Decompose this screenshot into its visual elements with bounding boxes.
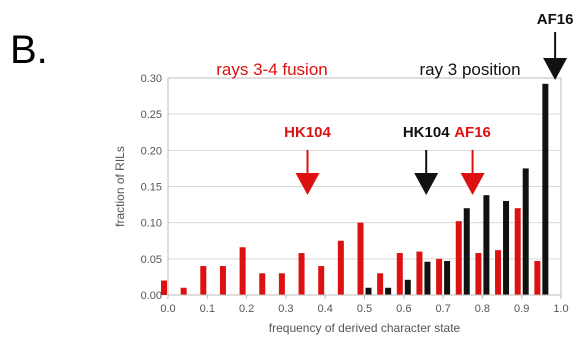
bar-rays-3-4-fusion <box>436 258 443 295</box>
bar-ray-3-position <box>503 200 510 295</box>
y-tick-label: 0.00 <box>141 290 162 302</box>
annotation-arrow-head <box>543 58 568 80</box>
x-tick-label: 0.6 <box>396 303 411 315</box>
annotation-arrow-head <box>295 173 320 195</box>
bar-ray-3-position <box>444 261 451 295</box>
panel-letter: B. <box>10 28 48 72</box>
bar-ray-3-position <box>404 279 411 295</box>
bar-rays-3-4-fusion <box>219 266 226 295</box>
annotation-label: AF16 <box>537 11 574 28</box>
y-tick-label: 0.20 <box>141 145 162 157</box>
bar-rays-3-4-fusion <box>259 273 266 295</box>
y-tick-labels: 0.00 0.05 0.10 0.15 0.20 0.25 0.30 <box>141 73 162 302</box>
bar-rays-3-4-fusion <box>180 287 187 295</box>
x-tick-label: 0.9 <box>514 303 529 315</box>
bar-rays-3-4-fusion <box>200 266 207 295</box>
annotation-label: HK104 <box>403 124 450 141</box>
bar-rays-3-4-fusion <box>514 208 521 295</box>
bar-rays-3-4-fusion <box>161 280 167 295</box>
bar-rays-3-4-fusion <box>534 261 541 295</box>
bar-ray-3-position <box>522 168 529 295</box>
x-axis-title: frequency of derived character state <box>269 321 461 335</box>
x-tick-label: 0.0 <box>160 303 175 315</box>
x-tick-label: 0.7 <box>435 303 450 315</box>
bar-rays-3-4-fusion <box>298 253 305 295</box>
x-tick-label: 0.4 <box>318 303 333 315</box>
y-tick-label: 0.15 <box>141 182 162 194</box>
y-axis-title: fraction of RILs <box>113 146 127 227</box>
grid-layer <box>168 77 561 296</box>
bar-ray-3-position <box>424 261 431 295</box>
bar-ray-3-position <box>365 287 372 295</box>
bar-rays-3-4-fusion <box>318 266 325 295</box>
bar-rays-3-4-fusion <box>455 221 462 295</box>
x-tick-label: 0.3 <box>278 303 293 315</box>
y-tick-label: 0.05 <box>141 254 162 266</box>
y-tick-label: 0.25 <box>141 109 162 121</box>
bars-layer <box>161 83 549 295</box>
bar-ray-3-position <box>542 83 549 295</box>
x-tick-label: 0.8 <box>475 303 490 315</box>
bar-ray-3-position <box>483 195 490 295</box>
x-tick-label: 0.2 <box>239 303 254 315</box>
x-tick-labels: 0.0 0.1 0.2 0.3 0.4 0.5 0.6 0.7 0.8 0.9 1.0 <box>160 295 569 315</box>
legend-rays-3-4-fusion: rays 3-4 fusion <box>216 60 328 79</box>
y-tick-label: 0.10 <box>141 218 162 230</box>
x-tick-label: 0.1 <box>200 303 215 315</box>
bar-rays-3-4-fusion <box>337 240 344 295</box>
bar-rays-3-4-fusion <box>239 247 246 295</box>
y-tick-label: 0.30 <box>141 73 162 85</box>
annotation-label: AF16 <box>454 124 491 141</box>
bar-rays-3-4-fusion <box>278 273 285 295</box>
legend-ray-3-position: ray 3 position <box>419 60 520 79</box>
annotation-arrow-head <box>460 173 485 195</box>
bar-rays-3-4-fusion <box>396 253 403 295</box>
bar-rays-3-4-fusion <box>416 251 423 295</box>
bar-rays-3-4-fusion <box>475 253 482 295</box>
annotation-arrow-head <box>414 173 439 195</box>
x-tick-label: 0.5 <box>357 303 372 315</box>
bar-rays-3-4-fusion <box>495 250 502 295</box>
bar-ray-3-position <box>385 287 392 295</box>
annotation-label: HK104 <box>284 124 331 141</box>
x-tick-label: 1.0 <box>553 303 568 315</box>
bar-rays-3-4-fusion <box>377 273 384 295</box>
bar-ray-3-position <box>463 208 470 295</box>
bar-rays-3-4-fusion <box>357 222 364 295</box>
